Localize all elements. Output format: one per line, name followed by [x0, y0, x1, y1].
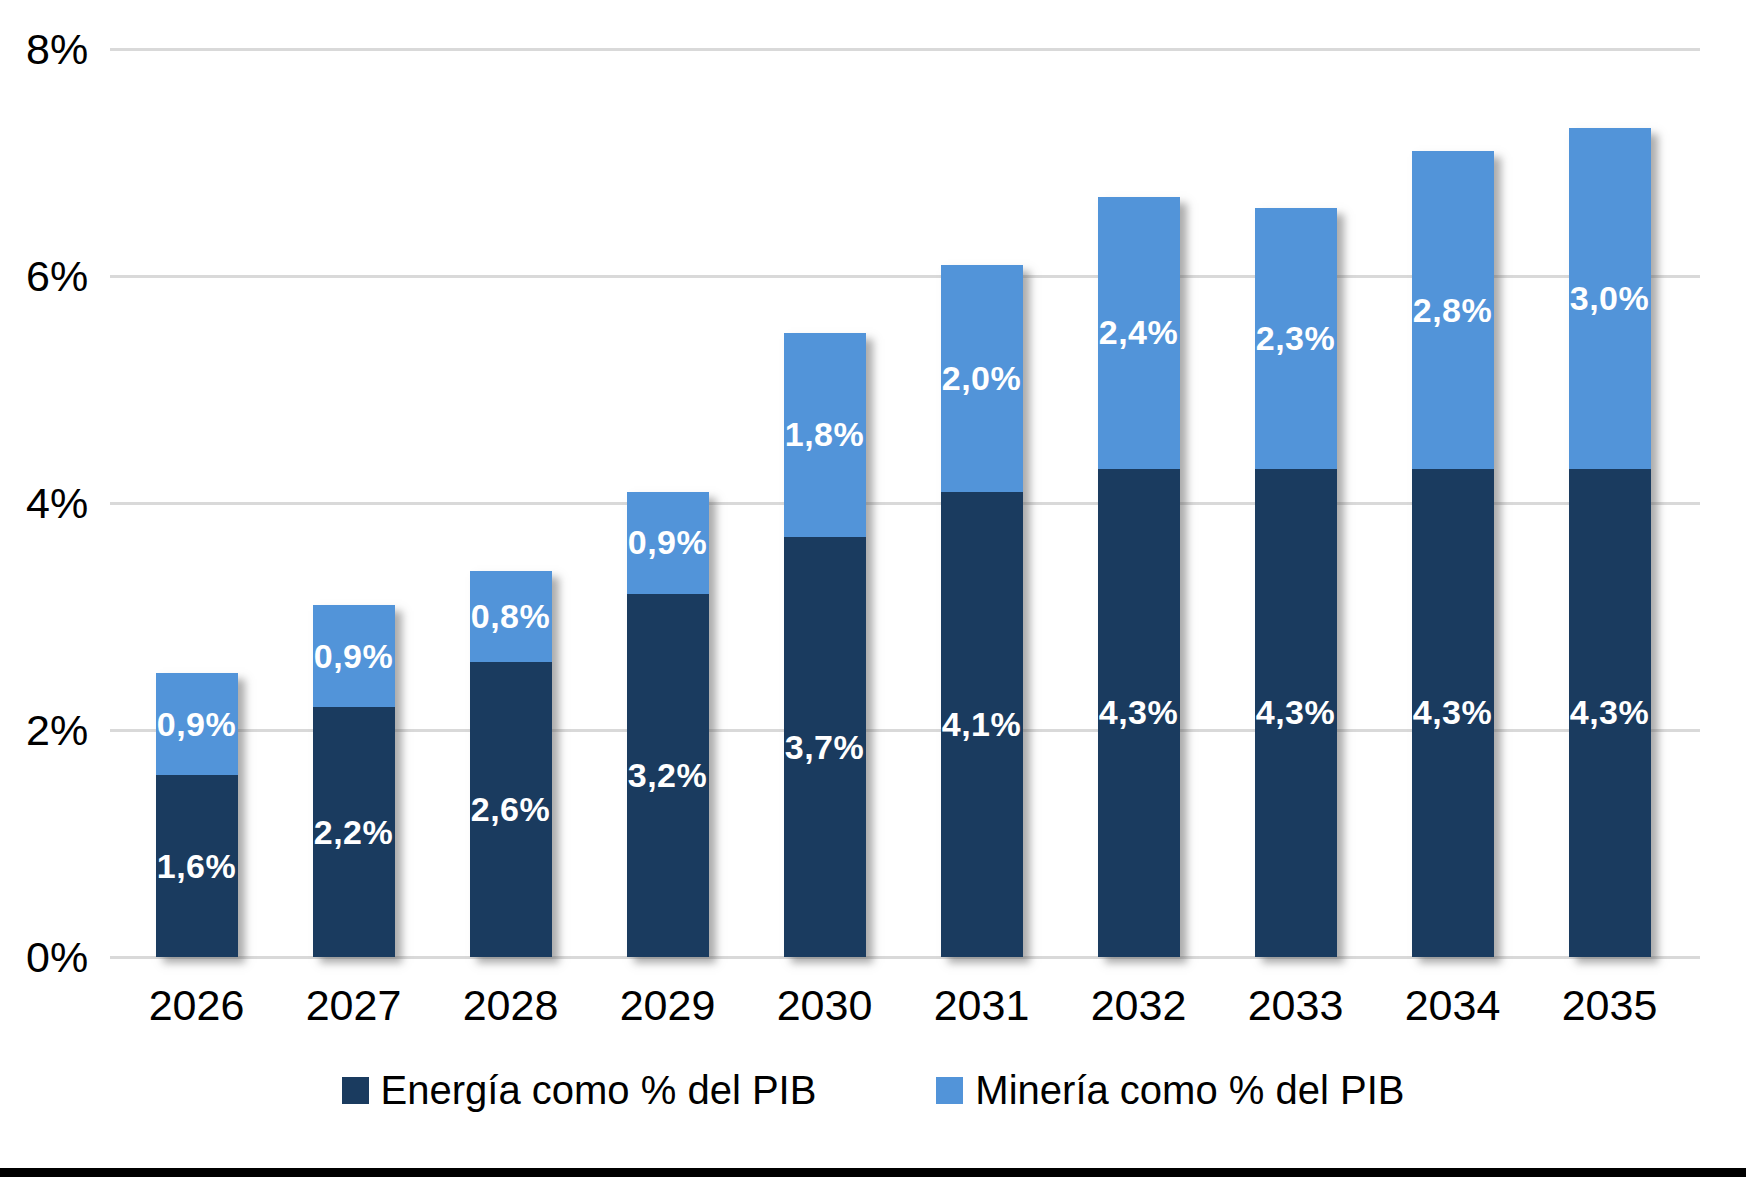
bar-segment-energia-2032: 4,3%	[1098, 469, 1180, 957]
bar-value-label: 2,0%	[942, 359, 1022, 398]
bar-stack-2026: 0,9% 1,6%	[156, 673, 238, 957]
y-tick-label-8%: 8%	[26, 28, 106, 71]
bar-segment-mineria-2031: 2,0%	[941, 265, 1023, 492]
bar-value-label: 2,2%	[314, 813, 394, 852]
bar-segment-energia-2033: 4,3%	[1255, 469, 1337, 957]
y-tick-label-6%: 6%	[26, 255, 106, 298]
x-tick-label-2031: 2031	[892, 984, 1072, 1027]
bar-stack-2029: 0,9% 3,2%	[627, 492, 709, 957]
bar-segment-energia-2031: 4,1%	[941, 492, 1023, 957]
x-tick-label-2035: 2035	[1520, 984, 1700, 1027]
bar-value-label: 4,3%	[1570, 693, 1650, 732]
bar-segment-mineria-2030: 1,8%	[784, 333, 866, 537]
legend-label: Energía como % del PIB	[381, 1070, 817, 1110]
bar-value-label: 2,8%	[1413, 291, 1493, 330]
bar-segment-energia-2029: 3,2%	[627, 594, 709, 957]
bar-segment-energia-2035: 4,3%	[1569, 469, 1651, 957]
bar-segment-energia-2034: 4,3%	[1412, 469, 1494, 957]
x-tick-label-2029: 2029	[578, 984, 758, 1027]
bar-value-label: 2,6%	[471, 790, 551, 829]
bar-segment-mineria-2029: 0,9%	[627, 492, 709, 594]
y-tick-label-2%: 2%	[26, 709, 106, 752]
bottom-border-strip	[0, 1168, 1746, 1177]
bar-stack-2028: 0,8% 2,6%	[470, 571, 552, 957]
bar-value-label: 2,3%	[1256, 319, 1336, 358]
legend-item-mineria: Minería como % del PIB	[936, 1070, 1404, 1110]
bar-stack-2027: 0,9% 2,2%	[313, 605, 395, 957]
stacked-bar-chart: 0,9% 1,6% 0,9% 2,2% 0,8% 2,6% 0,9% 3,2% 1,8% 3,7%…	[0, 0, 1746, 1177]
bar-stack-2030: 1,8% 3,7%	[784, 333, 866, 957]
y-tick-label-4%: 4%	[26, 482, 106, 525]
bar-segment-mineria-2035: 3,0%	[1569, 128, 1651, 469]
bar-value-label: 4,3%	[1413, 693, 1493, 732]
bar-stack-2035: 3,0% 4,3%	[1569, 128, 1651, 957]
gridline-8%	[110, 48, 1700, 51]
bar-value-label: 4,3%	[1256, 693, 1336, 732]
legend: Energía como % del PIB Minería como % del…	[0, 1070, 1746, 1110]
bar-value-label: 0,9%	[157, 705, 237, 744]
bar-value-label: 4,1%	[942, 705, 1022, 744]
legend-swatch-icon	[342, 1077, 369, 1104]
bar-value-label: 3,2%	[628, 756, 708, 795]
bar-segment-mineria-2033: 2,3%	[1255, 208, 1337, 469]
bar-segment-energia-2026: 1,6%	[156, 775, 238, 957]
bar-segment-mineria-2034: 2,8%	[1412, 151, 1494, 469]
legend-swatch-icon	[936, 1077, 963, 1104]
bar-stack-2032: 2,4% 4,3%	[1098, 197, 1180, 957]
bar-segment-energia-2028: 2,6%	[470, 662, 552, 957]
bar-segment-mineria-2028: 0,8%	[470, 571, 552, 662]
bar-value-label: 1,8%	[785, 415, 865, 454]
bar-value-label: 2,4%	[1099, 313, 1179, 352]
bar-value-label: 3,0%	[1570, 279, 1650, 318]
x-tick-label-2033: 2033	[1206, 984, 1386, 1027]
bar-stack-2033: 2,3% 4,3%	[1255, 208, 1337, 957]
bar-value-label: 0,9%	[628, 523, 708, 562]
bar-segment-mineria-2027: 0,9%	[313, 605, 395, 707]
bar-value-label: 1,6%	[157, 847, 237, 886]
bar-value-label: 0,9%	[314, 637, 394, 676]
x-tick-label-2034: 2034	[1363, 984, 1543, 1027]
x-tick-label-2027: 2027	[264, 984, 444, 1027]
y-tick-label-0%: 0%	[26, 936, 106, 979]
bar-stack-2034: 2,8% 4,3%	[1412, 151, 1494, 957]
bar-value-label: 3,7%	[785, 728, 865, 767]
bar-segment-mineria-2026: 0,9%	[156, 673, 238, 775]
bar-segment-energia-2027: 2,2%	[313, 707, 395, 957]
bar-value-label: 0,8%	[471, 597, 551, 636]
bar-stack-2031: 2,0% 4,1%	[941, 265, 1023, 957]
x-tick-label-2030: 2030	[735, 984, 915, 1027]
x-tick-label-2032: 2032	[1049, 984, 1229, 1027]
legend-item-energia: Energía como % del PIB	[342, 1070, 817, 1110]
bar-value-label: 4,3%	[1099, 693, 1179, 732]
x-tick-label-2026: 2026	[107, 984, 287, 1027]
plot-area: 0,9% 1,6% 0,9% 2,2% 0,8% 2,6% 0,9% 3,2% 1,8% 3,7%…	[110, 49, 1700, 957]
bar-segment-energia-2030: 3,7%	[784, 537, 866, 957]
x-tick-label-2028: 2028	[421, 984, 601, 1027]
bar-segment-mineria-2032: 2,4%	[1098, 197, 1180, 469]
legend-label: Minería como % del PIB	[975, 1070, 1404, 1110]
